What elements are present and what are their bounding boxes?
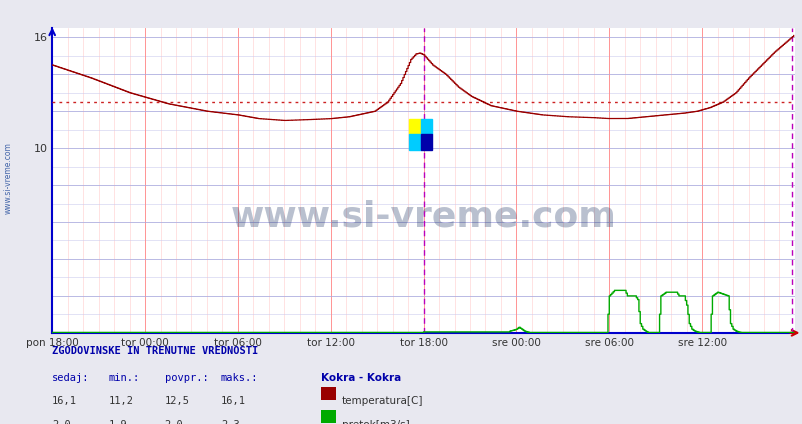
Text: 2,3: 2,3	[221, 420, 239, 424]
Text: pretok[m3/s]: pretok[m3/s]	[342, 420, 409, 424]
Text: www.si-vreme.com: www.si-vreme.com	[230, 200, 616, 234]
Text: 16,1: 16,1	[221, 396, 245, 407]
Text: ZGODOVINSKE IN TRENUTNE VREDNOSTI: ZGODOVINSKE IN TRENUTNE VREDNOSTI	[52, 346, 258, 356]
Text: povpr.:: povpr.:	[164, 373, 208, 383]
Bar	[408, 134, 420, 150]
Text: 2,0: 2,0	[164, 420, 183, 424]
Bar	[408, 119, 420, 134]
Text: 2,0: 2,0	[52, 420, 71, 424]
Text: min.:: min.:	[108, 373, 140, 383]
Text: 1,9: 1,9	[108, 420, 127, 424]
Text: 11,2: 11,2	[108, 396, 133, 407]
Text: sedaj:: sedaj:	[52, 373, 90, 383]
Text: www.si-vreme.com: www.si-vreme.com	[3, 142, 13, 214]
Bar	[420, 119, 432, 134]
Text: Kokra - Kokra: Kokra - Kokra	[321, 373, 401, 383]
Bar	[420, 134, 432, 150]
Text: 16,1: 16,1	[52, 396, 77, 407]
Text: temperatura[C]: temperatura[C]	[342, 396, 423, 407]
Text: 12,5: 12,5	[164, 396, 189, 407]
Text: maks.:: maks.:	[221, 373, 258, 383]
